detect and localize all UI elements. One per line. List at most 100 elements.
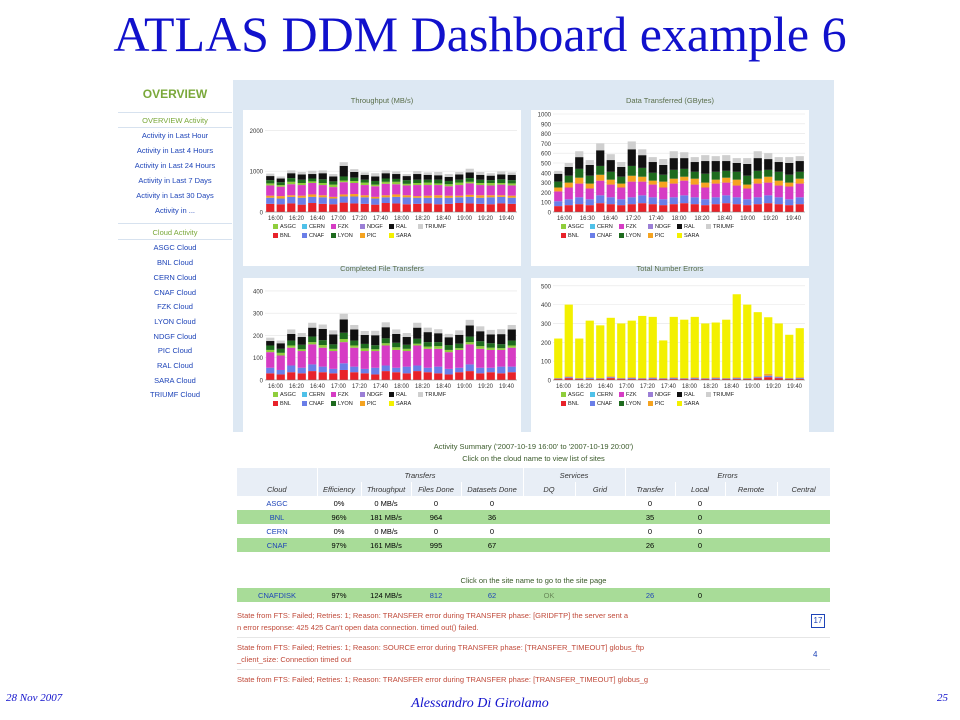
bar-segment-fzk: [381, 183, 390, 196]
x-tick-label: 19:20: [763, 216, 779, 222]
bar-segment-bnl: [371, 204, 380, 212]
bar-segment-ral: [564, 166, 573, 176]
legend-label: CERN: [309, 392, 325, 398]
bar-segment-fzk: [497, 349, 506, 367]
bar-segment-lyon: [690, 171, 699, 179]
bar-segment-cnaf: [617, 199, 626, 206]
sidebar-link-bnl-cloud[interactable]: BNL Cloud: [157, 258, 193, 267]
bar-segment-cnaf: [297, 197, 306, 205]
bar-segment-triumf: [360, 331, 369, 336]
bar-segment-fzk: [507, 185, 516, 196]
bar-segment-cnaf: [743, 378, 752, 380]
error-count-link[interactable]: 17: [811, 614, 825, 628]
bar-segment-bnl: [764, 203, 773, 212]
bar-segment-bnl: [564, 378, 573, 380]
bar-segment-triumf: [308, 322, 317, 328]
bar-segment-ral: [554, 173, 563, 182]
bar-segment-fzk: [497, 184, 506, 196]
col-files-done: Files Done: [411, 482, 462, 496]
sidebar-link-last-hour[interactable]: Activity in Last Hour: [141, 131, 209, 140]
bar-segment-lyon: [318, 179, 327, 184]
bar-segment-pic: [381, 195, 390, 198]
bar-segment-fzk: [423, 348, 432, 368]
bar-segment-triumf: [455, 330, 464, 335]
sidebar-link-lyon-cloud[interactable]: LYON Cloud: [154, 317, 196, 326]
cloud-link-cern[interactable]: CERN: [237, 524, 317, 538]
sidebar-link-ral-cloud[interactable]: RAL Cloud: [157, 361, 193, 370]
bar-segment-bnl: [329, 204, 338, 212]
throughput-chart: 0 1000 2000 16:00 16:20 16:40 17:00 17:20 17:40 1…: [243, 110, 521, 266]
bar-segment-asgc: [329, 348, 338, 352]
sidebar-link-last-4-hours[interactable]: Activity in Last 4 Hours: [136, 146, 214, 155]
error-count-link[interactable]: 4: [813, 650, 818, 659]
bar-segment-cnaf: [701, 378, 710, 380]
sidebar-link-cnaf-cloud[interactable]: CNAF Cloud: [153, 288, 197, 297]
site-link-cnafdisk[interactable]: CNAFDISK: [237, 588, 317, 602]
sidebar-link-cern-cloud[interactable]: CERN Cloud: [153, 273, 197, 282]
sidebar-link-last-7-days[interactable]: Activity in Last 7 Days: [138, 176, 212, 185]
cloud-link-cnaf[interactable]: CNAF: [237, 538, 317, 552]
cloud-link-asgc[interactable]: ASGC: [237, 496, 317, 510]
bar-segment-triumf: [339, 162, 348, 166]
legend-label: PIC: [367, 401, 376, 407]
bar-segment-bnl: [732, 379, 741, 380]
bar-segment-triumf: [690, 157, 699, 163]
sidebar-link-pic-cloud[interactable]: PIC Cloud: [157, 346, 193, 355]
cell: 0: [625, 496, 676, 510]
x-tick-label: 18:00: [394, 216, 410, 222]
bar-segment-bnl: [690, 204, 699, 212]
bar-segment-bnl: [444, 203, 453, 212]
bar-segment-fzk: [722, 182, 731, 196]
bar-segment-lyon: [722, 170, 731, 178]
bar-segment-cnaf: [507, 197, 516, 204]
legend-label: SARA: [396, 233, 412, 239]
sidebar-link-custom[interactable]: Activity in ...: [154, 206, 195, 215]
empty-header: [237, 468, 318, 482]
bar-segment-cnaf: [507, 366, 516, 373]
bar-segment-asgc: [507, 345, 516, 348]
sidebar-link-sara-cloud[interactable]: SARA Cloud: [154, 376, 196, 385]
x-tick-label: 18:40: [436, 384, 452, 390]
bar-segment-lyon: [455, 343, 464, 349]
bar-segment-ral: [318, 328, 327, 341]
bar-segment-pic: [680, 176, 689, 181]
cell[interactable]: 62: [461, 588, 523, 602]
sidebar-link-fzk-cloud[interactable]: FZK Cloud: [157, 302, 193, 311]
sidebar-link-asgc-cloud[interactable]: ASGC Cloud: [153, 243, 197, 252]
bar-segment-lyon: [659, 174, 668, 182]
bar-segment-cnaf: [627, 378, 636, 380]
y-tick-label: 2000: [250, 129, 264, 135]
bar-segment-fzk: [276, 355, 285, 370]
bar-segment-asgc: [497, 348, 506, 350]
bar-segment-bnl: [617, 379, 626, 380]
bar-segment-cnaf: [444, 368, 453, 375]
y-tick-label: 200: [541, 191, 552, 197]
bar-segment-pic: [455, 195, 464, 198]
cell: [725, 510, 778, 524]
cloud-link-bnl[interactable]: BNL: [237, 510, 317, 524]
bar-segment-asgc: [297, 183, 306, 186]
bar-segment-bnl: [423, 372, 432, 380]
legend-swatch: [302, 224, 307, 229]
bar-segment-bnl: [627, 379, 636, 380]
legend-swatch: [619, 224, 624, 229]
sidebar-link-triumf-cloud[interactable]: TRIUMF Cloud: [149, 390, 200, 399]
bar-segment-bnl: [795, 379, 804, 380]
y-tick-label: 800: [541, 132, 552, 138]
legend-swatch: [360, 224, 365, 229]
slide-title: ATLAS DDM Dashboard example 6: [113, 6, 847, 62]
sidebar-link-ndgf-cloud[interactable]: NDGF Cloud: [153, 332, 197, 341]
bar-segment-triumf: [318, 170, 327, 174]
bar-segment-pic: [701, 182, 710, 188]
bar-segment-asgc: [339, 180, 348, 183]
bar-segment-bnl: [722, 203, 731, 212]
bar-segment-lyon: [732, 171, 741, 180]
sidebar-link-last-30-days[interactable]: Activity in Last 30 Days: [136, 191, 214, 200]
sidebar-link-last-24-hours[interactable]: Activity in Last 24 Hours: [134, 161, 216, 170]
y-tick-label: 300: [253, 312, 264, 318]
bar-segment-ral: [476, 331, 485, 342]
bar-segment-fzk: [465, 344, 474, 365]
bar-segment-lyon: [680, 168, 689, 177]
cell[interactable]: 26: [625, 588, 675, 602]
cell[interactable]: 812: [411, 588, 461, 602]
